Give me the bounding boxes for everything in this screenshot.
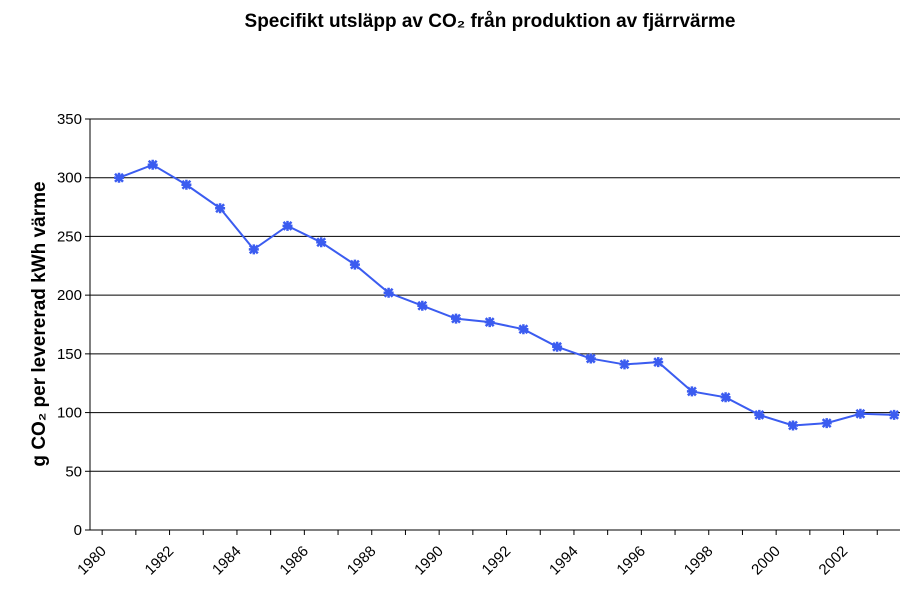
x-tick-label: 1990 [411,543,447,579]
x-tick-label: 1998 [681,543,717,579]
series-line [118,163,895,427]
point-marker [821,418,832,429]
point-marker [282,220,293,231]
point-marker [451,313,461,324]
point-marker [248,244,259,255]
x-tick-label: 1996 [613,543,649,579]
x-tick-label: 1988 [344,543,380,579]
y-tick-label: 350 [57,111,82,128]
point-marker [215,203,226,214]
point-marker [754,409,765,420]
chart-title: Specifikt utsläpp av CO₂ från produktion… [245,11,736,32]
y-tick-label: 100 [57,405,82,422]
point-marker [316,237,327,248]
point-marker [855,408,866,419]
point-marker [383,287,394,298]
point-marker [653,357,664,368]
y-tick-label: 300 [57,170,82,187]
y-tick-label: 0 [74,522,82,539]
point-marker [181,179,192,190]
point-marker [349,259,360,270]
x-tick-label: 1986 [276,543,312,579]
point-marker [552,341,563,352]
y-tick-label: 250 [57,228,82,245]
x-tick-label: 1980 [74,543,110,579]
y-axis-label: g CO₂ per levererad kWh värme [29,181,50,466]
y-tick-label: 200 [57,287,82,304]
point-marker [484,317,495,328]
point-marker [889,409,900,420]
y-tick-label: 50 [65,463,82,480]
point-marker [720,392,731,403]
x-tick-label: 1982 [142,543,178,579]
point-marker [114,172,124,183]
x-tick-label: 2000 [748,543,784,579]
x-tick-label: 2002 [816,543,852,579]
point-marker [417,300,428,311]
point-marker [619,359,630,370]
point-marker [147,159,158,170]
x-tick-label: 1994 [546,543,582,579]
x-tick-label: 1992 [479,543,515,579]
point-marker [788,420,798,431]
point-marker [518,324,529,335]
y-tick-label: 150 [57,346,82,363]
x-tick-label: 1984 [209,543,245,579]
point-marker [686,386,697,397]
point-marker [585,353,596,364]
